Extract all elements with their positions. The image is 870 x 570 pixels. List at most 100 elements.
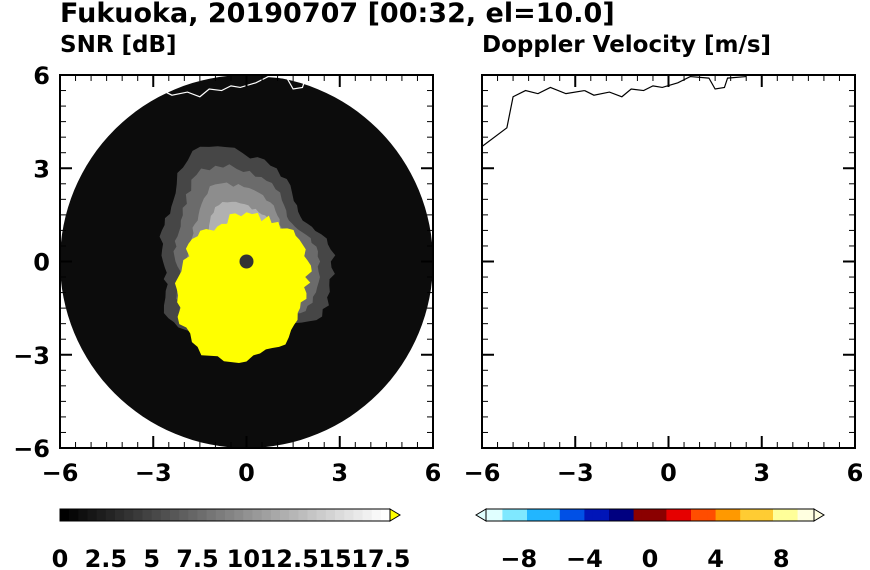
colorbar-swatch — [179, 509, 189, 521]
snr-colorbar-label: 0 — [52, 545, 69, 570]
coastline-west — [482, 86, 585, 147]
colorbar-swatch — [243, 509, 253, 521]
colorbar-swatch — [600, 509, 610, 521]
colorbar-swatch — [764, 509, 774, 521]
colorbar-swatch — [133, 509, 143, 521]
colorbar-swatch — [353, 509, 363, 521]
doppler-colorbar-label: 0 — [642, 545, 659, 570]
radar-site-marker — [239, 254, 254, 269]
colorbar-swatch — [592, 509, 602, 521]
snr-colorbar-label: 12.5 — [260, 545, 319, 570]
snr-panel: −6 −3 0 3 6 6 3 0 −3 −6 0 2.5 5 7.5 10 12.5 15 17.5 — [13, 62, 441, 570]
snr-plot-area — [60, 75, 433, 448]
colorbar-swatch — [699, 509, 708, 521]
snr-colorbar-label: 15 — [318, 545, 351, 570]
colorbar-swatch — [805, 509, 815, 521]
colorbar-swatch — [142, 509, 153, 521]
colorbar-swatch — [261, 509, 272, 521]
colorbar-swatch — [559, 509, 569, 521]
colorbar-swatch — [335, 509, 345, 521]
snr-colorbar-label: 17.5 — [351, 545, 410, 570]
colorbar-swatch — [105, 509, 116, 521]
colorbar-swatch — [124, 509, 134, 521]
colorbar-swatch — [568, 509, 577, 521]
colorbar-swatch — [773, 509, 782, 521]
colorbar-swatch — [206, 509, 217, 521]
colorbar-swatch — [674, 509, 684, 521]
radar-site-marker — [661, 254, 676, 269]
colorbar-swatch — [325, 509, 336, 521]
colorbar-swatch — [584, 509, 594, 521]
colorbar-swatch — [344, 509, 354, 521]
colorbar-swatch — [96, 509, 107, 521]
colorbar-swatch — [280, 509, 290, 521]
doppler-x-tick-label: 0 — [660, 459, 677, 487]
colorbar-swatch — [289, 509, 299, 521]
colorbar-swatch — [60, 509, 70, 521]
colorbar-swatch — [682, 509, 692, 521]
snr-colorbar-label: 10 — [227, 545, 260, 570]
snr-colorbar-label: 7.5 — [176, 545, 219, 570]
colorbar-swatch — [197, 509, 208, 521]
doppler-colorbar-label: −8 — [500, 545, 537, 570]
colorbar-swatch — [298, 509, 308, 521]
snr-strong-echo — [174, 212, 312, 363]
doppler-colorbar: −8 −4 0 4 8 — [475, 508, 825, 570]
colorbar-swatch — [650, 509, 659, 521]
colorbar-swatch — [641, 509, 651, 521]
colorbar-frame — [485, 508, 815, 522]
colorbar-swatch — [789, 509, 799, 521]
doppler-colorbar-label: 4 — [707, 545, 724, 570]
colorbar-swatch — [371, 509, 382, 521]
doppler-colorbar-label: −4 — [566, 545, 603, 570]
doppler-x-tick-label: 3 — [753, 459, 770, 487]
colorbar-swatch — [115, 509, 125, 521]
colorbar-swatch — [748, 509, 758, 521]
colorbar-over-arrow — [389, 508, 401, 522]
colorbar-swatch — [486, 509, 495, 521]
snr-x-tick-label: 0 — [238, 459, 255, 487]
figure-title: Fukuoka, 20190707 [00:32, el=10.0] — [60, 0, 615, 29]
colorbar-over-arrow — [813, 508, 825, 522]
colorbar-swatch — [510, 509, 520, 521]
snr-y-tick-label: 0 — [33, 249, 50, 277]
colorbar-swatch — [781, 509, 790, 521]
colorbar-swatch — [732, 509, 741, 521]
colorbar-swatch — [535, 509, 544, 521]
colorbar-swatch — [170, 509, 180, 521]
coastline — [162, 75, 325, 98]
colorbar-swatch — [527, 509, 536, 521]
colorbar-swatch — [543, 509, 553, 521]
colorbar-swatch — [609, 509, 618, 521]
coastline — [584, 75, 747, 98]
colorbar-swatch — [316, 509, 327, 521]
colorbar-swatch — [617, 509, 626, 521]
colorbar-swatch — [625, 509, 635, 521]
colorbar-swatch — [252, 509, 263, 521]
colorbar-swatch — [658, 509, 667, 521]
doppler-panel-title: Doppler Velocity [m/s] — [482, 32, 772, 58]
snr-x-tick-label: 6 — [425, 459, 442, 487]
snr-colorbar-label: 2.5 — [85, 545, 128, 570]
colorbar-swatch — [78, 509, 88, 521]
snr-colorbar: 0 2.5 5 7.5 10 12.5 15 17.5 — [52, 508, 410, 570]
doppler-colorbar-label: 8 — [773, 545, 790, 570]
snr-y-tick-label: −3 — [13, 342, 50, 370]
snr-colorbar-label: 5 — [143, 545, 160, 570]
snr-y-tick-label: 6 — [33, 62, 50, 90]
snr-y-tick-label: −6 — [13, 435, 50, 463]
snr-panel-title: SNR [dB] — [60, 32, 177, 58]
colorbar-swatch — [740, 509, 749, 521]
colorbar-swatch — [756, 509, 766, 521]
snr-x-tick-label: −6 — [42, 459, 79, 487]
colorbar-swatch — [87, 509, 98, 521]
colorbar-swatch — [380, 509, 391, 521]
colorbar-swatch — [160, 509, 171, 521]
colorbar-under-arrow — [475, 508, 487, 522]
colorbar-swatch — [666, 509, 676, 521]
snr-x-tick-label: −3 — [135, 459, 172, 487]
colorbar-swatch — [234, 509, 244, 521]
colorbar-frame — [59, 508, 391, 522]
snr-y-tick-label: 3 — [33, 155, 50, 183]
